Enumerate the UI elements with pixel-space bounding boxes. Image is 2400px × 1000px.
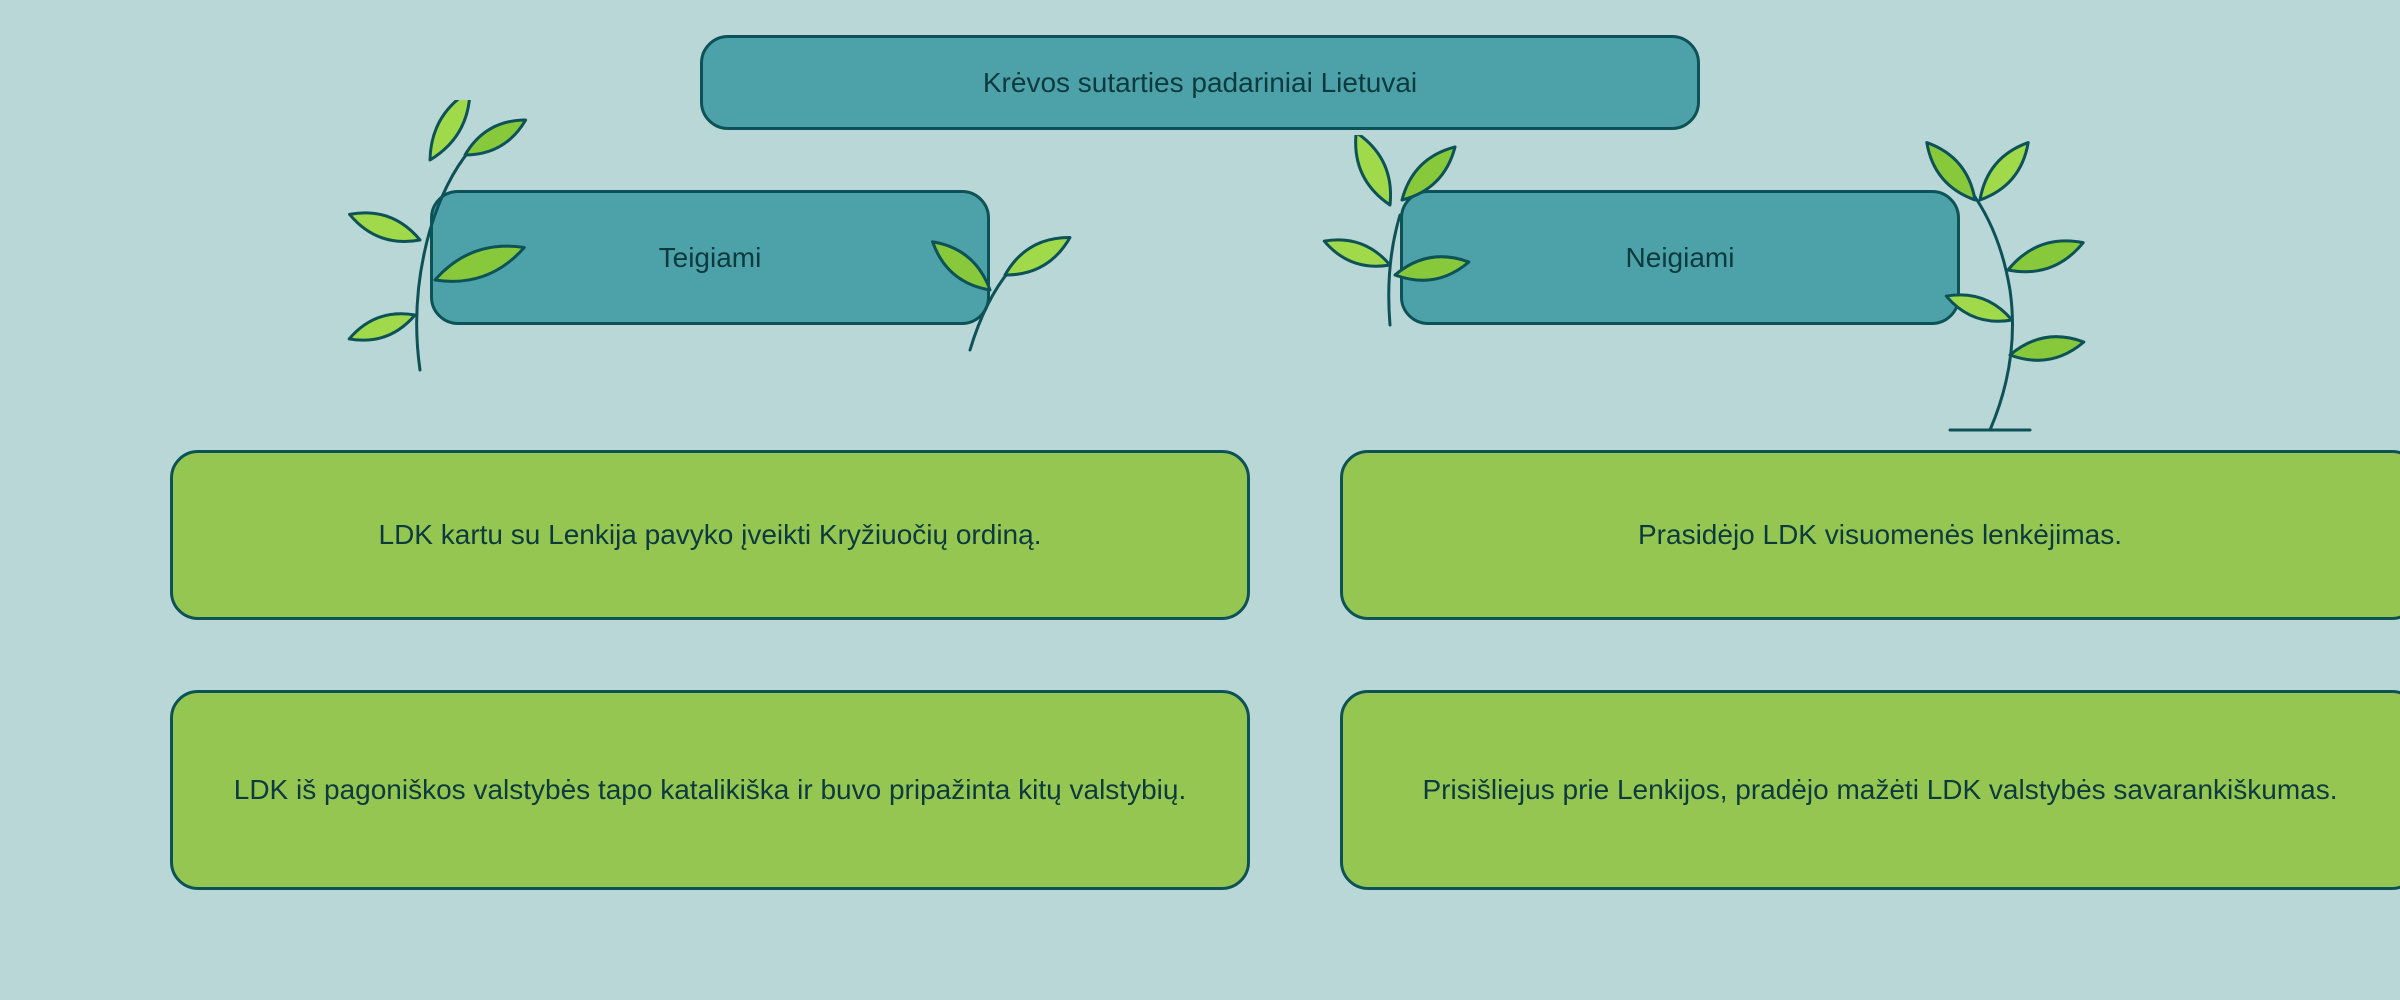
positive-item-text: LDK kartu su Lenkija pavyko įveikti Kryž… — [379, 515, 1042, 554]
category-positive: Teigiami — [430, 190, 990, 325]
category-positive-label: Teigiami — [659, 242, 762, 274]
positive-item: LDK kartu su Lenkija pavyko įveikti Kryž… — [170, 450, 1250, 620]
negative-item: Prasidėjo LDK visuomenės lenkėjimas. — [1340, 450, 2400, 620]
negative-item-text: Prisišliejus prie Lenkijos, pradėjo mažė… — [1422, 770, 2337, 809]
category-negative-label: Neigiami — [1626, 242, 1735, 274]
category-negative: Neigiami — [1400, 190, 1960, 325]
title-text: Krėvos sutarties padariniai Lietuvai — [983, 67, 1417, 99]
negative-item: Prisišliejus prie Lenkijos, pradėjo mažė… — [1340, 690, 2400, 890]
positive-item-text: LDK iš pagoniškos valstybės tapo katalik… — [234, 770, 1186, 809]
negative-item-text: Prasidėjo LDK visuomenės lenkėjimas. — [1638, 515, 2122, 554]
positive-item: LDK iš pagoniškos valstybės tapo katalik… — [170, 690, 1250, 890]
title-box: Krėvos sutarties padariniai Lietuvai — [700, 35, 1700, 130]
diagram-canvas: Krėvos sutarties padariniai Lietuvai Tei… — [0, 0, 2400, 1000]
